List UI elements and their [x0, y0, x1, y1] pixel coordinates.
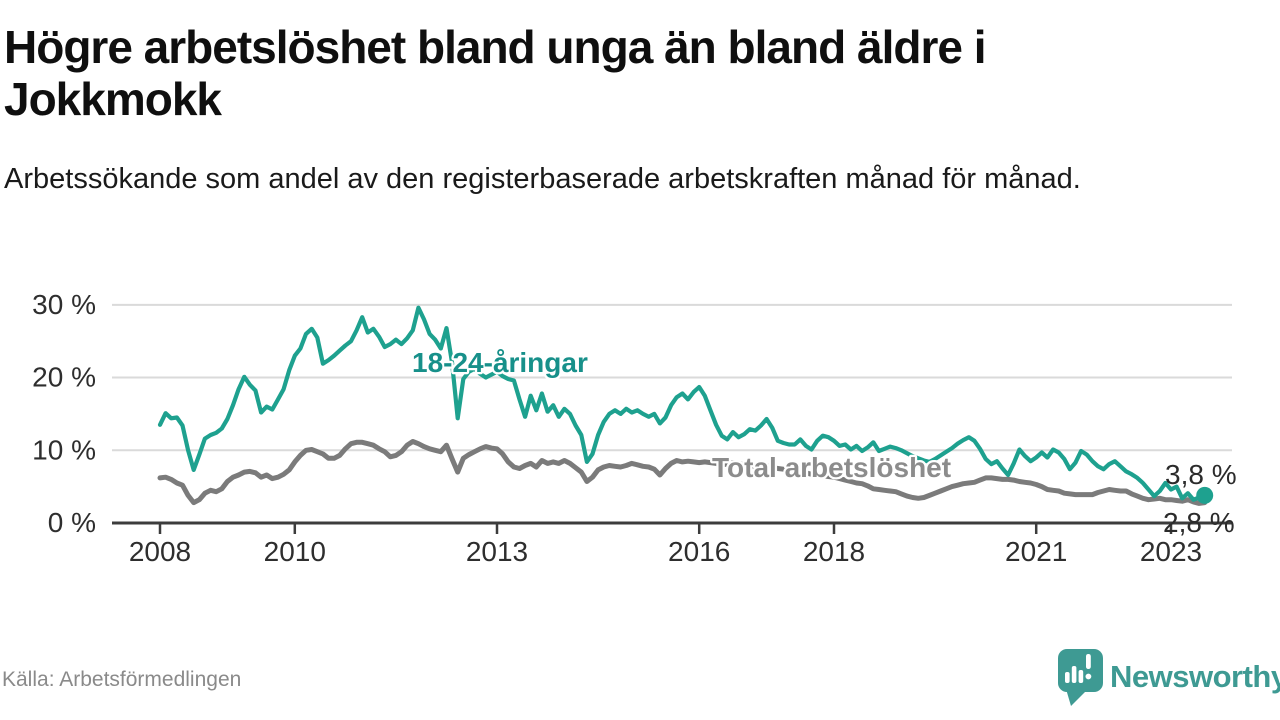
x-tick-label: 2016 — [668, 536, 730, 567]
y-tick-label: 0 % — [48, 507, 96, 538]
y-tick-label: 20 % — [32, 362, 96, 393]
newsworthy-logo: Newsworthy — [1058, 649, 1280, 706]
x-tick-label: 2008 — [129, 536, 191, 567]
y-tick-label: 30 % — [32, 289, 96, 320]
series-label: Total arbetslöshet — [712, 452, 951, 483]
chart-subtitle: Arbetssökande som andel av den registerb… — [4, 163, 1081, 195]
series-line-18-24-åringar — [157, 305, 1207, 502]
x-tick-label: 2021 — [1005, 536, 1067, 567]
brand-wordmark: Newsworthy — [1110, 659, 1280, 694]
series-end-dot — [1196, 486, 1214, 504]
series-line-total-arbetslöshet — [157, 439, 1208, 506]
x-tick-label: 2010 — [264, 536, 326, 567]
x-tick-label: 2023 — [1140, 536, 1202, 567]
source-attribution: Källa: Arbetsförmedlingen — [2, 668, 242, 691]
page-title: Högre arbetslöshet bland unga än bland ä… — [4, 21, 987, 125]
series-label: 18-24-åringar — [412, 347, 588, 378]
speech-bubble-bar-chart-icon — [1058, 649, 1103, 706]
x-tick-label: 2018 — [803, 536, 865, 567]
y-tick-label: 10 % — [32, 434, 96, 465]
end-value-label: 3,8 % — [1165, 459, 1237, 490]
x-tick-label: 2013 — [466, 536, 528, 567]
end-value-label: 2,8 % — [1163, 507, 1235, 538]
